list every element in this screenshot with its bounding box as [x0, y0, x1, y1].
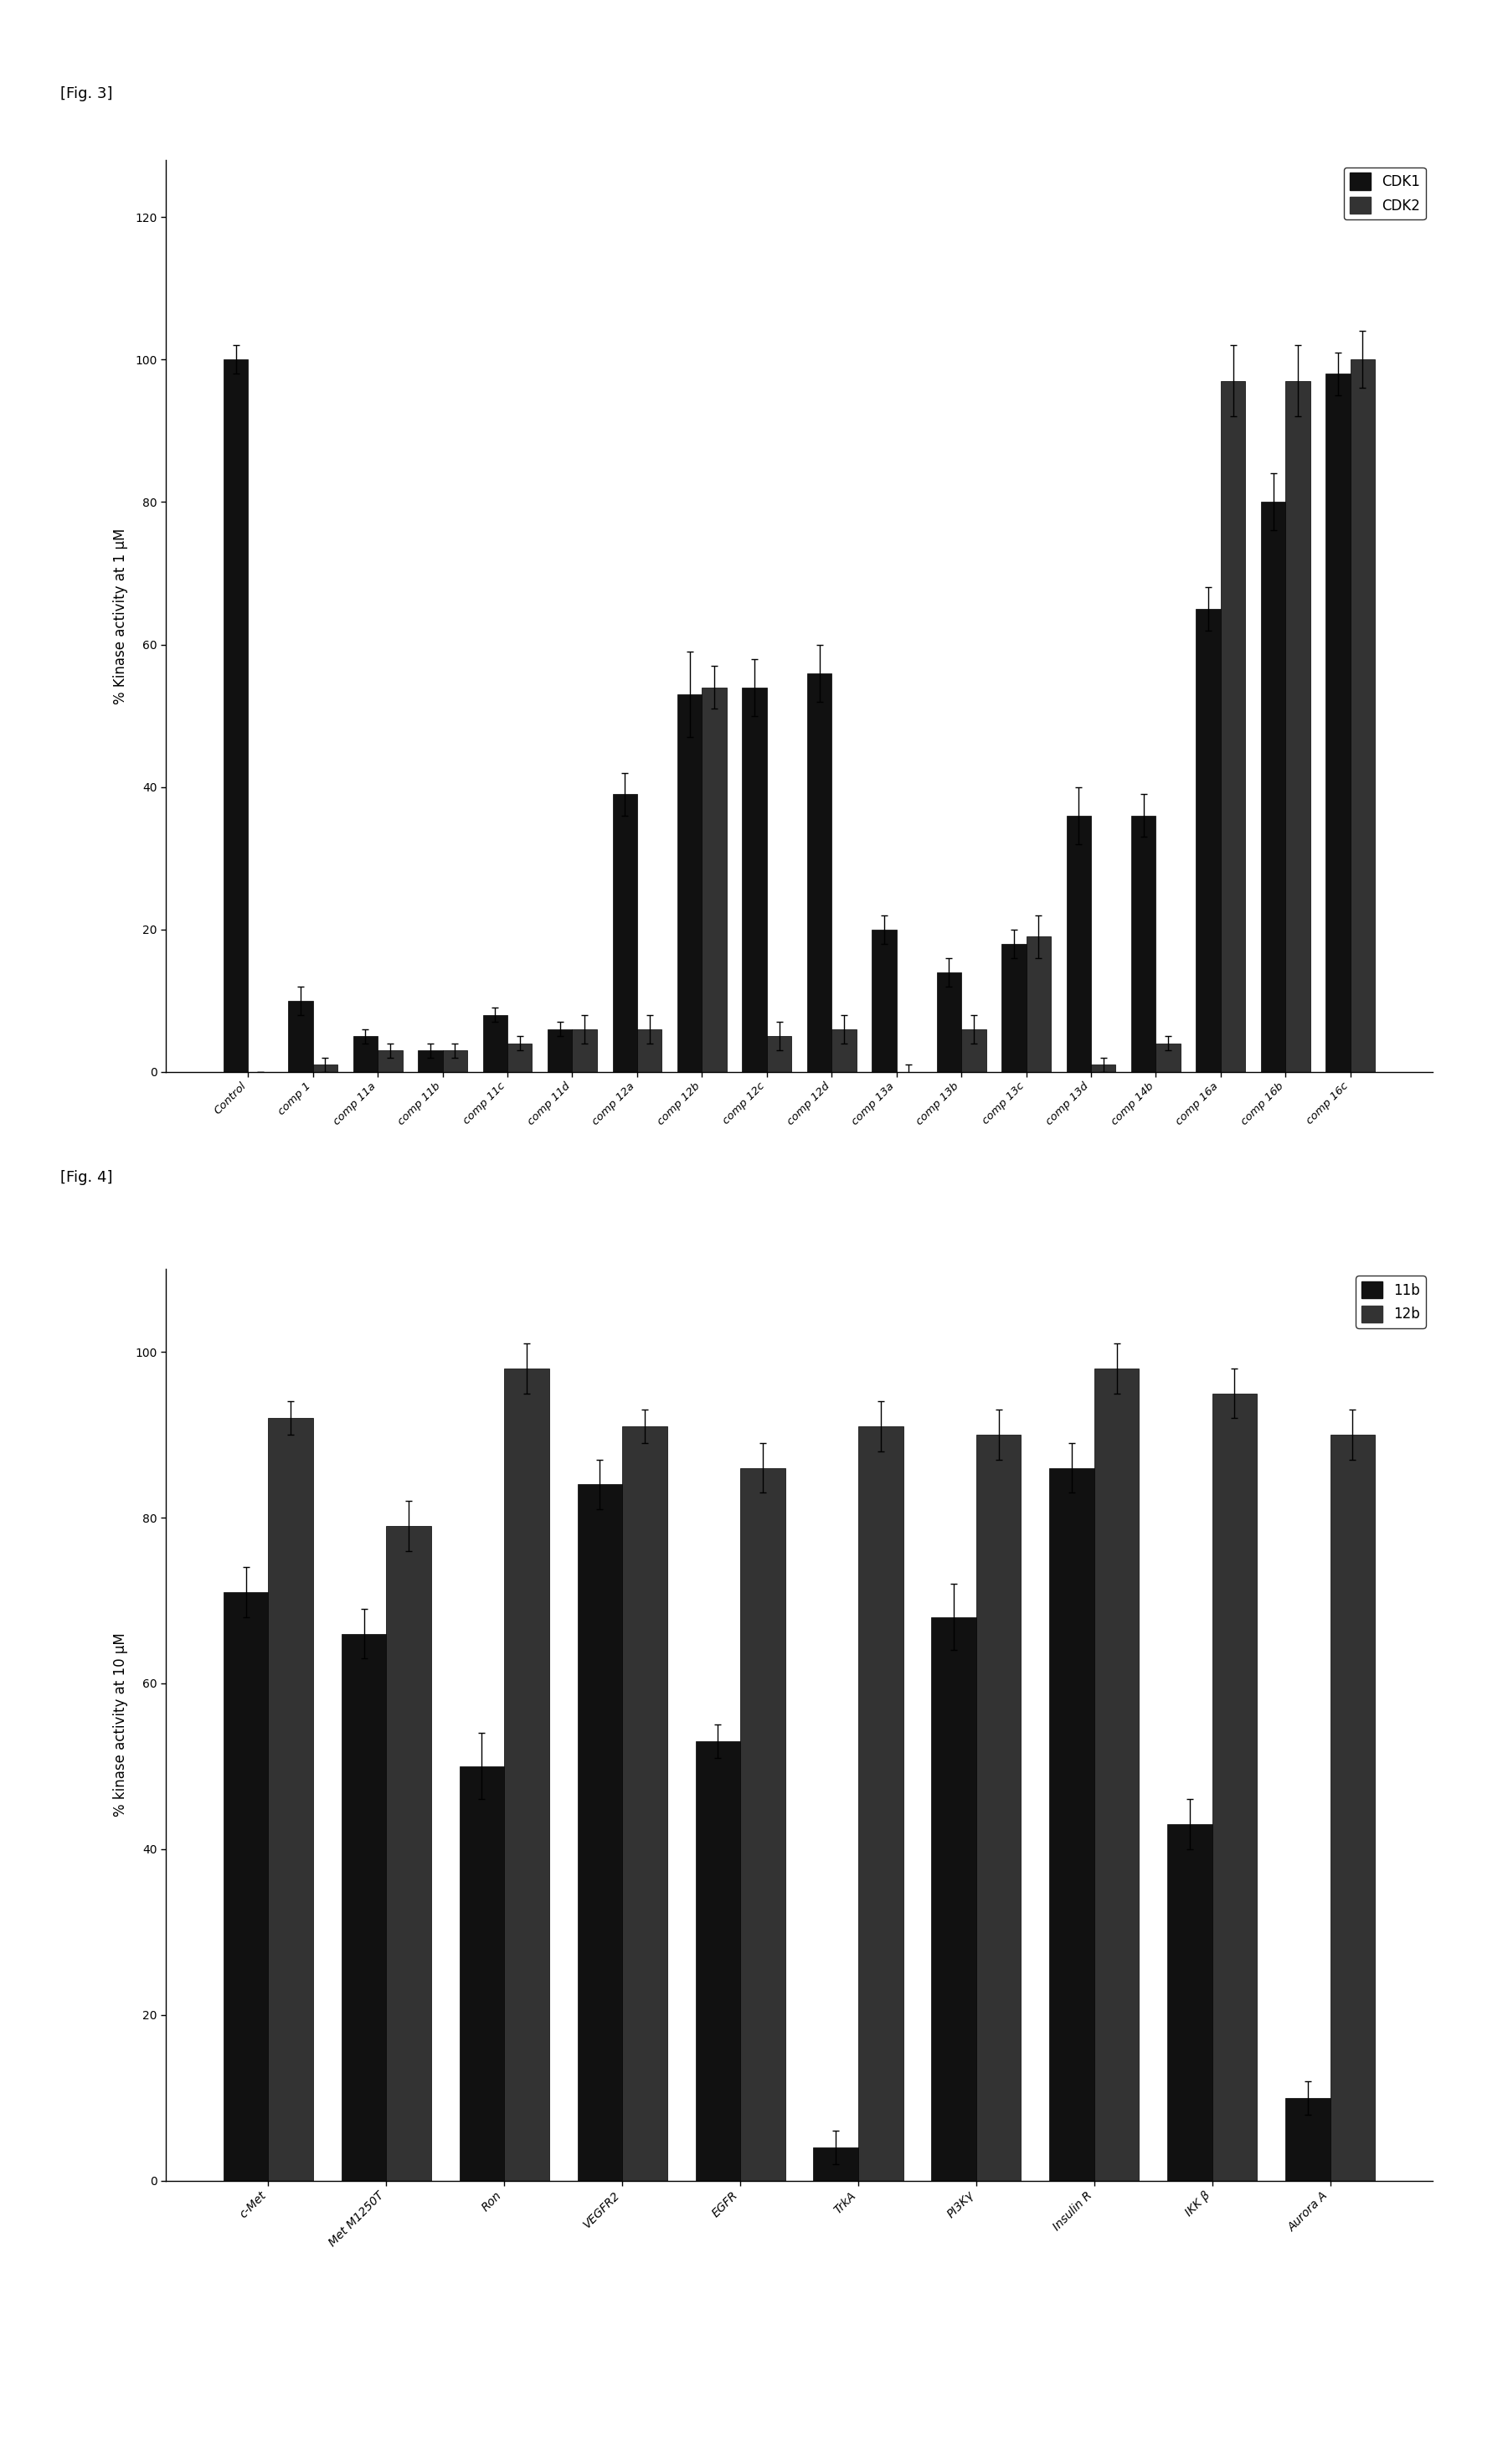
Bar	[695, 1742, 740, 2181]
Bar	[288, 1000, 314, 1072]
Bar	[573, 1030, 597, 1072]
Bar	[547, 1030, 573, 1072]
Y-axis label: % Kinase activity at 1 μM: % Kinase activity at 1 μM	[113, 527, 128, 705]
Legend: 11b, 12b: 11b, 12b	[1356, 1276, 1425, 1328]
Bar	[1050, 1469, 1095, 2181]
Bar	[638, 1030, 662, 1072]
Bar	[1285, 382, 1310, 1072]
Bar	[1350, 360, 1375, 1072]
Bar	[1326, 375, 1350, 1072]
Bar	[858, 1427, 903, 2181]
Bar	[1196, 609, 1220, 1072]
Bar	[223, 360, 249, 1072]
Bar	[1261, 503, 1285, 1072]
Text: [Fig. 4]: [Fig. 4]	[60, 1170, 113, 1185]
Bar	[612, 793, 638, 1072]
Bar	[418, 1050, 443, 1072]
Bar	[932, 1616, 976, 2181]
Bar	[314, 1064, 338, 1072]
Y-axis label: % kinase activity at 10 μM: % kinase activity at 10 μM	[113, 1634, 128, 1816]
Bar	[223, 1592, 268, 2181]
Bar	[813, 2149, 858, 2181]
Bar	[936, 973, 961, 1072]
Bar	[961, 1030, 986, 1072]
Bar	[1285, 2097, 1330, 2181]
Bar	[740, 1469, 786, 2181]
Bar	[353, 1037, 379, 1072]
Bar	[742, 687, 768, 1072]
Bar	[1095, 1368, 1139, 2181]
Bar	[976, 1434, 1021, 2181]
Bar	[1212, 1392, 1258, 2181]
Bar	[831, 1030, 857, 1072]
Bar	[1155, 1042, 1181, 1072]
Bar	[504, 1368, 549, 2181]
Bar	[1330, 1434, 1375, 2181]
Bar	[483, 1015, 508, 1072]
Bar	[768, 1037, 792, 1072]
Bar	[1131, 816, 1155, 1072]
Bar	[443, 1050, 467, 1072]
Bar	[807, 673, 831, 1072]
Bar	[1220, 382, 1246, 1072]
Bar	[379, 1050, 403, 1072]
Bar	[1001, 944, 1025, 1072]
Bar	[578, 1483, 623, 2181]
Bar	[1066, 816, 1090, 1072]
Bar	[1090, 1064, 1116, 1072]
Bar	[623, 1427, 667, 2181]
Bar	[703, 687, 727, 1072]
Text: [Fig. 3]: [Fig. 3]	[60, 86, 113, 101]
Bar	[386, 1525, 431, 2181]
Bar	[677, 695, 703, 1072]
Bar	[1167, 1823, 1212, 2181]
Bar	[341, 1634, 386, 2181]
Bar	[460, 1767, 504, 2181]
Bar	[872, 929, 896, 1072]
Bar	[1025, 936, 1051, 1072]
Bar	[268, 1419, 314, 2181]
Bar	[508, 1042, 532, 1072]
Legend: CDK1, CDK2: CDK1, CDK2	[1344, 168, 1425, 219]
